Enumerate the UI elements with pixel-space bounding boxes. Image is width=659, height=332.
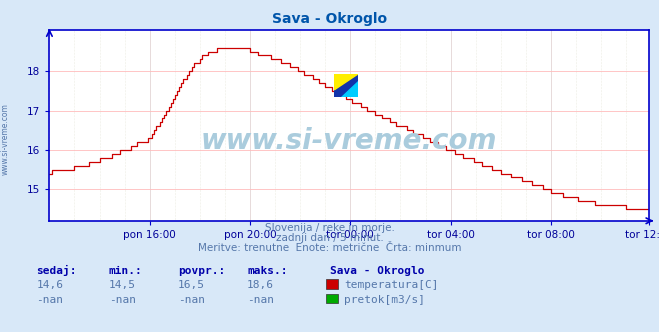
Text: 14,5: 14,5 — [109, 280, 136, 290]
Text: 14,6: 14,6 — [36, 280, 63, 290]
Polygon shape — [334, 74, 358, 90]
Text: Sava - Okroglo: Sava - Okroglo — [272, 12, 387, 26]
Text: Slovenija / reke in morje.: Slovenija / reke in morje. — [264, 223, 395, 233]
Text: www.si-vreme.com: www.si-vreme.com — [1, 104, 10, 175]
Text: pretok[m3/s]: pretok[m3/s] — [344, 295, 425, 305]
Text: -nan: -nan — [178, 295, 205, 305]
Text: sedaj:: sedaj: — [36, 265, 76, 276]
Text: -nan: -nan — [36, 295, 63, 305]
Text: povpr.:: povpr.: — [178, 266, 225, 276]
Text: Sava - Okroglo: Sava - Okroglo — [330, 266, 424, 276]
Text: min.:: min.: — [109, 266, 142, 276]
Text: 18,6: 18,6 — [247, 280, 274, 290]
Polygon shape — [341, 81, 358, 97]
Text: www.si-vreme.com: www.si-vreme.com — [201, 126, 498, 155]
Text: -nan: -nan — [109, 295, 136, 305]
Text: zadnji dan / 5 minut.: zadnji dan / 5 minut. — [275, 233, 384, 243]
Text: temperatura[C]: temperatura[C] — [344, 280, 438, 290]
Text: Meritve: trenutne  Enote: metrične  Črta: minmum: Meritve: trenutne Enote: metrične Črta: … — [198, 243, 461, 253]
Text: 16,5: 16,5 — [178, 280, 205, 290]
Text: -nan: -nan — [247, 295, 274, 305]
Text: maks.:: maks.: — [247, 266, 287, 276]
